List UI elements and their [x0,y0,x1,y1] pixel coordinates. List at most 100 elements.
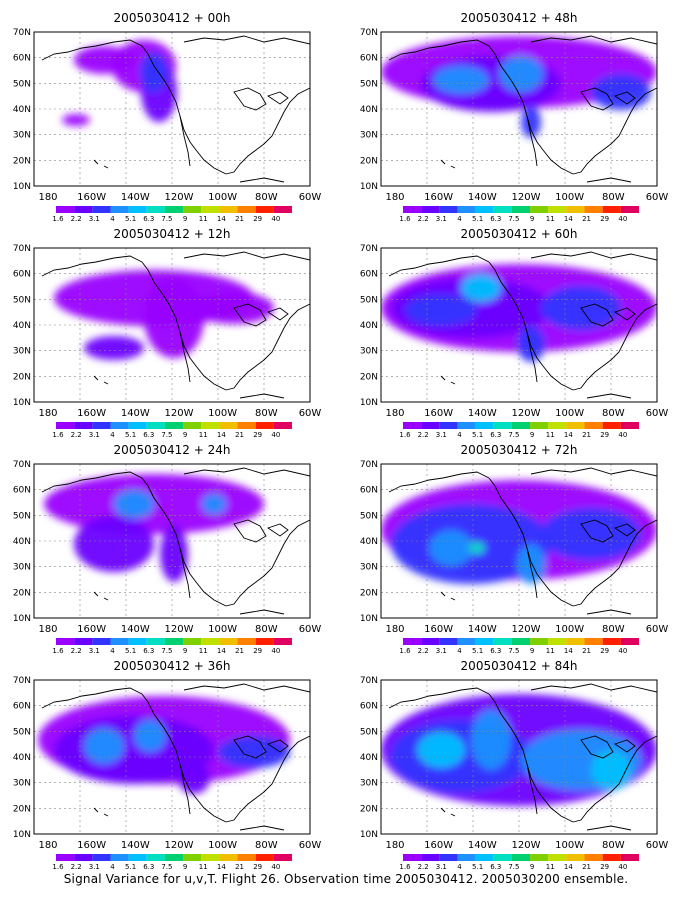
variance-region [461,274,501,302]
longitude-label: 80W [255,408,278,419]
longitude-label: 140W [468,192,497,203]
panel-title: 2005030412 + 00h [114,11,231,25]
colorbar-label: 14 [217,863,226,871]
colorbar-label: 2.2 [71,863,82,871]
colorbar-swatch [74,206,93,213]
variance-region [62,114,90,126]
variance-region [74,516,154,572]
colorbar-swatch [620,422,639,429]
colorbar-label: 7.5 [161,215,172,223]
colorbar-swatch [475,422,494,429]
colorbar-swatch [92,422,111,429]
colorbar-label: 14 [564,863,573,871]
colorbar-label: 14 [564,215,573,223]
colorbar-label: 40 [618,215,627,223]
panel-title: 2005030412 + 36h [114,659,231,673]
longitude-label: 120W [165,408,194,419]
longitude-label: 140W [121,408,150,419]
coastline [613,523,636,537]
colorbar-swatch [164,422,184,429]
colorbar-label: 21 [582,215,591,223]
coastline [183,35,310,45]
longitude-label: 120W [512,624,541,635]
longitude-label: 140W [468,840,497,851]
variance-region [433,66,489,94]
latitude-label: 20N [360,804,378,814]
longitude-label: 80W [602,624,625,635]
map-frame [33,31,311,187]
colorbar-swatch [128,422,147,429]
colorbar-label: 1.6 [399,863,411,871]
longitude-label: 180 [385,840,404,851]
latitude-label: 10N [13,182,31,192]
colorbar-label: 29 [253,863,262,871]
coastline [388,39,490,61]
colorbar-label: 2.2 [71,647,82,655]
colorbar-label: 21 [235,431,244,439]
colorbar-label: 5.1 [125,863,136,871]
coastline [266,307,289,321]
colorbar-label: 6.3 [490,431,501,439]
colorbar-swatch [74,638,93,645]
longitude-label: 140W [121,192,150,203]
coastline [93,807,109,817]
colorbar-label: 11 [199,431,208,439]
colorbar-swatch [457,638,476,645]
latitude-label: 30N [360,779,378,789]
colorbar-swatch [511,206,531,213]
colorbar-label: 6.3 [143,215,154,223]
colorbar-swatch [421,638,440,645]
colorbar-label: 3.1 [89,431,100,439]
latitude-label: 30N [13,563,31,573]
panel-title: 2005030412 + 60h [461,227,578,241]
variance-region [144,278,204,358]
colorbar-label: 21 [235,863,244,871]
colorbar-swatch [493,638,512,645]
longitude-label: 180 [38,408,57,419]
colorbar-swatch [421,854,440,861]
colorbar-label: 9 [530,215,534,223]
coastline [239,825,285,831]
coastline [530,467,657,477]
colorbar-swatch [128,854,147,861]
colorbar-swatch [56,422,75,429]
latitude-label: 60N [13,702,31,712]
colorbar-label: 4 [110,647,115,655]
latitude-label: 60N [13,486,31,496]
variance-region [417,732,465,768]
colorbar-swatch [566,854,585,861]
longitude-label: 180 [385,624,404,635]
variance-region [84,336,144,360]
colorbar-label: 29 [600,647,609,655]
coastline [586,177,632,183]
latitude-label: 50N [13,295,31,305]
variance-region [140,52,168,92]
colorbar-swatch [602,206,621,213]
coastline [440,807,456,817]
colorbar-label: 40 [618,863,627,871]
latitude-label: 70N [13,676,31,686]
colorbar-label: 9 [183,215,187,223]
colorbar-swatch [403,854,422,861]
latitude-label: 30N [360,347,378,357]
field-layer [34,248,310,402]
colorbar-swatch [566,422,585,429]
panel-title: 2005030412 + 84h [461,659,578,673]
colorbar-label: 5.1 [125,647,136,655]
latitude-label: 30N [360,131,378,141]
colorbar-label: 1.6 [52,647,64,655]
field-layer [381,464,657,618]
colorbar-swatch [56,206,75,213]
longitude-label: 160W [77,840,106,851]
latitude-label: 30N [13,131,31,141]
colorbar-label: 1.6 [52,431,64,439]
coastline [526,547,538,599]
panel-title: 2005030412 + 48h [461,11,578,25]
coastline [183,683,310,693]
colorbar-swatch [201,638,220,645]
colorbar-label: 11 [199,647,208,655]
colorbar-label: 3.1 [436,215,447,223]
colorbar-swatch [548,206,567,213]
colorbar-swatch [530,422,549,429]
longitude-label: 100W [555,624,584,635]
